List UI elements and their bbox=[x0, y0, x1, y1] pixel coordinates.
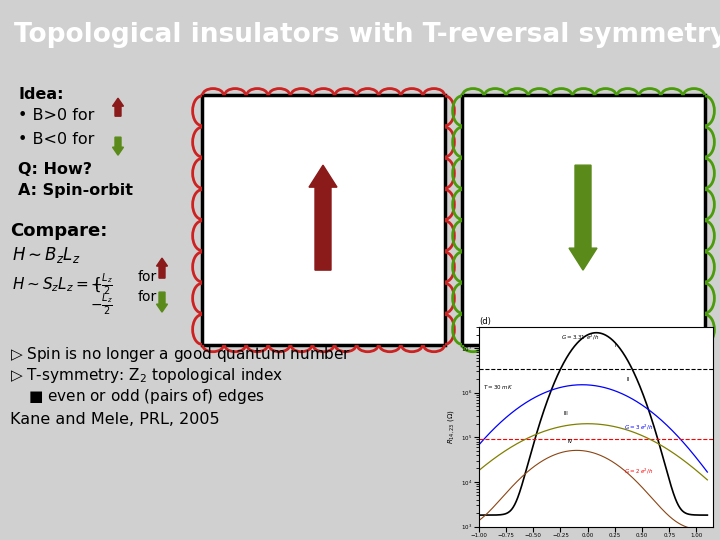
Text: for: for bbox=[138, 270, 157, 284]
Text: $-\frac{L_z}{2}$: $-\frac{L_z}{2}$ bbox=[90, 292, 113, 318]
FancyArrow shape bbox=[156, 258, 168, 278]
Text: $H \sim S_z L_z = \{$: $H \sim S_z L_z = \{$ bbox=[12, 275, 101, 294]
Text: $T = 30\ mK$: $T = 30\ mK$ bbox=[484, 383, 513, 390]
Text: $\triangleright$ Spin is no longer a good quantum number: $\triangleright$ Spin is no longer a goo… bbox=[10, 345, 351, 364]
FancyArrow shape bbox=[309, 165, 337, 270]
Text: Topological insulators with T-reversal symmetry: Topological insulators with T-reversal s… bbox=[14, 22, 720, 48]
Text: Compare:: Compare: bbox=[10, 222, 107, 240]
Text: (d): (d) bbox=[479, 317, 490, 326]
Text: $G = 2\ e^2/h$: $G = 2\ e^2/h$ bbox=[624, 467, 653, 476]
Text: III: III bbox=[563, 410, 568, 416]
Y-axis label: $R_{14,23}$ ($\Omega$): $R_{14,23}$ ($\Omega$) bbox=[446, 409, 456, 444]
Text: $\blacksquare$ even or odd (pairs of) edges: $\blacksquare$ even or odd (pairs of) ed… bbox=[28, 387, 265, 406]
FancyArrow shape bbox=[569, 165, 597, 270]
Text: for: for bbox=[138, 290, 157, 304]
FancyArrow shape bbox=[112, 98, 124, 116]
Text: • B<0 for: • B<0 for bbox=[18, 132, 94, 147]
Bar bbox=[462, 95, 705, 345]
Text: $+\frac{L_z}{2}$: $+\frac{L_z}{2}$ bbox=[90, 272, 113, 298]
Text: Q: How?: Q: How? bbox=[18, 162, 92, 177]
Text: Idea:: Idea: bbox=[18, 87, 63, 102]
Text: $H \sim B_z L_z$: $H \sim B_z L_z$ bbox=[12, 245, 81, 265]
FancyArrow shape bbox=[112, 137, 124, 155]
Text: $G = 3\ e^2/h$: $G = 3\ e^2/h$ bbox=[624, 423, 653, 432]
Text: I: I bbox=[615, 343, 616, 348]
Text: $\triangleright$ T-symmetry: Z$_2$ topological index: $\triangleright$ T-symmetry: Z$_2$ topol… bbox=[10, 366, 284, 385]
Text: • B>0 for: • B>0 for bbox=[18, 108, 94, 123]
Text: Kane and Mele, PRL, 2005: Kane and Mele, PRL, 2005 bbox=[10, 412, 220, 427]
Text: Konig et. al., 2007: Konig et. al., 2007 bbox=[531, 488, 658, 502]
Text: $G = 3.31\ e^2/h$: $G = 3.31\ e^2/h$ bbox=[561, 333, 599, 342]
Text: IV: IV bbox=[568, 438, 573, 443]
Text: II: II bbox=[626, 376, 629, 382]
Text: A: Spin-orbit: A: Spin-orbit bbox=[18, 183, 133, 198]
Bar bbox=[202, 95, 445, 345]
FancyArrow shape bbox=[156, 292, 168, 312]
